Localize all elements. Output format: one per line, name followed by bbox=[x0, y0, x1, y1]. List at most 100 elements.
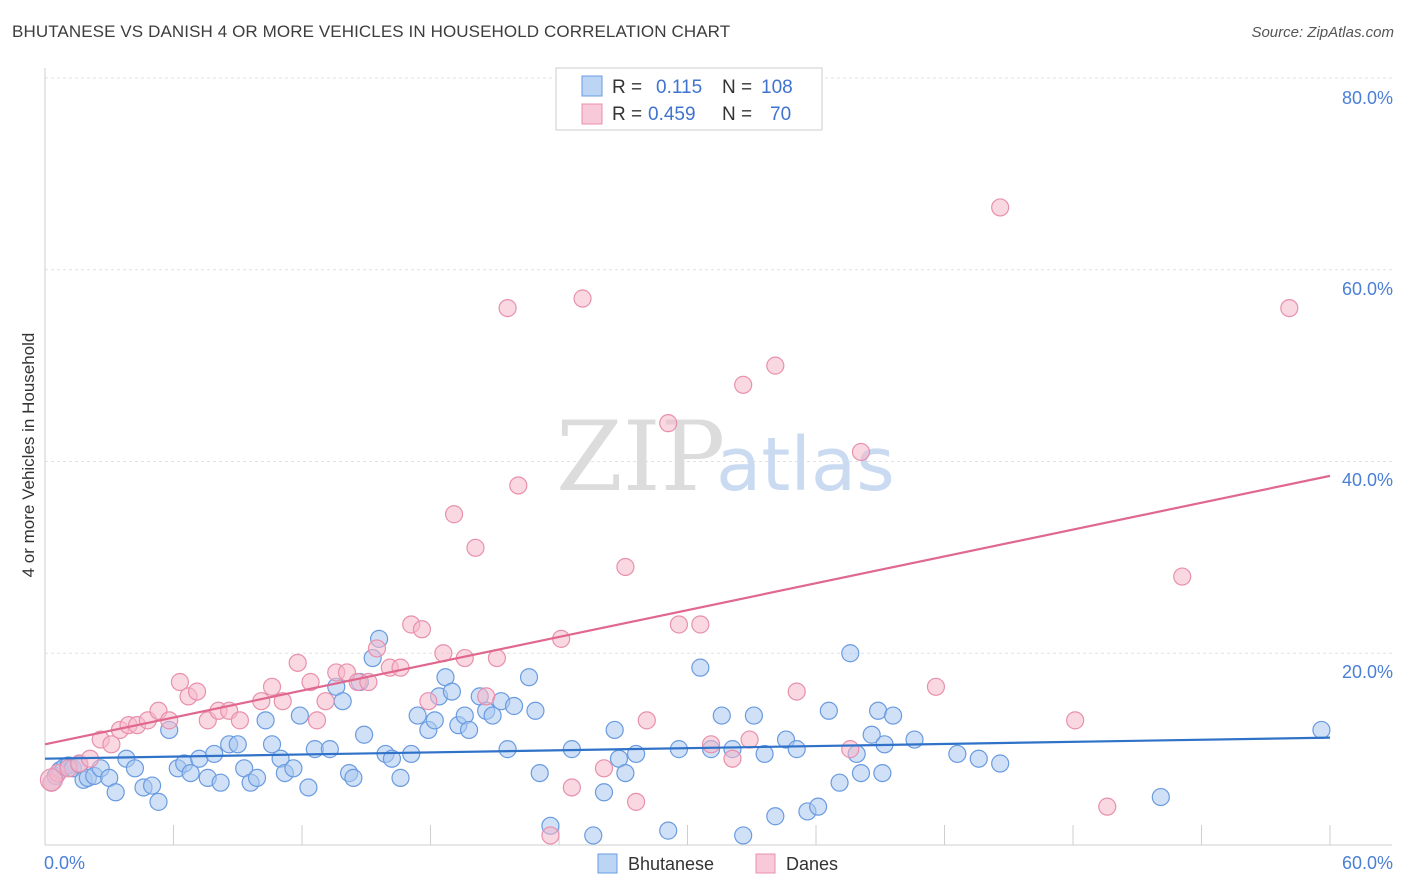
y-tick-label-0: 20.0% bbox=[1342, 662, 1393, 682]
point-bhutanese-25 bbox=[211, 773, 230, 792]
point-bhutanese-85 bbox=[744, 706, 763, 725]
point-danes-24 bbox=[301, 672, 320, 692]
point-bhutanese-63 bbox=[483, 706, 502, 725]
point-bhutanese-41 bbox=[333, 692, 352, 711]
point-bhutanese-51 bbox=[402, 744, 421, 764]
chart-title: BHUTANESE VS DANISH 4 OR MORE VEHICLES I… bbox=[12, 22, 731, 41]
point-bhutanese-106 bbox=[1312, 720, 1331, 740]
point-bhutanese-68 bbox=[526, 701, 545, 720]
point-bhutanese-50 bbox=[391, 768, 410, 787]
point-danes-41 bbox=[477, 687, 496, 706]
point-bhutanese-99 bbox=[873, 763, 892, 783]
point-bhutanese-86 bbox=[755, 744, 774, 764]
point-bhutanese-89 bbox=[787, 740, 806, 759]
point-bhutanese-82 bbox=[712, 706, 731, 725]
point-danes-51 bbox=[626, 792, 646, 811]
point-bhutanese-43 bbox=[344, 768, 363, 787]
legend-swatch-bhutanese bbox=[581, 75, 603, 97]
point-bhutanese-72 bbox=[584, 826, 603, 845]
bottom-legend-swatch-bhutanese bbox=[597, 853, 618, 874]
point-danes-31 bbox=[367, 639, 387, 658]
point-danes-48 bbox=[573, 289, 592, 308]
point-danes-65 bbox=[1066, 711, 1085, 730]
point-danes-60 bbox=[787, 682, 806, 701]
point-danes-58 bbox=[734, 375, 753, 394]
point-danes-54 bbox=[669, 615, 689, 634]
point-bhutanese-49 bbox=[382, 749, 402, 768]
point-danes-56 bbox=[701, 735, 721, 754]
point-danes-64 bbox=[991, 198, 1010, 217]
point-danes-40 bbox=[466, 538, 485, 557]
legend-r-label-danes: R = bbox=[612, 104, 642, 125]
point-bhutanese-104 bbox=[991, 754, 1010, 773]
point-bhutanese-94 bbox=[841, 644, 860, 663]
legend-r-value-danes: 0.459 bbox=[648, 104, 696, 125]
point-bhutanese-66 bbox=[504, 696, 524, 716]
point-danes-43 bbox=[498, 299, 517, 318]
point-bhutanese-96 bbox=[851, 763, 871, 783]
point-danes-6 bbox=[102, 735, 121, 754]
point-danes-62 bbox=[851, 442, 871, 462]
point-danes-38 bbox=[444, 505, 464, 524]
point-danes-57 bbox=[723, 749, 742, 768]
point-bhutanese-105 bbox=[1151, 787, 1170, 807]
point-bhutanese-80 bbox=[691, 658, 710, 677]
bottom-legend-label-danes: Danes bbox=[786, 854, 838, 874]
y-tick-label-2: 60.0% bbox=[1342, 279, 1393, 299]
point-danes-44 bbox=[509, 476, 528, 495]
point-danes-15 bbox=[187, 682, 207, 701]
point-bhutanese-52 bbox=[408, 706, 427, 725]
legend-r-value-bhutanese: 0.115 bbox=[656, 77, 702, 98]
point-bhutanese-102 bbox=[948, 744, 967, 764]
point-cluster-origin bbox=[39, 768, 64, 792]
point-bhutanese-74 bbox=[605, 720, 624, 740]
point-bhutanese-21 bbox=[181, 763, 200, 783]
point-danes-25 bbox=[307, 711, 327, 730]
y-tick-label-1: 40.0% bbox=[1342, 470, 1393, 490]
legend-n-value-danes: 70 bbox=[770, 104, 791, 125]
point-bhutanese-73 bbox=[594, 783, 614, 802]
point-bhutanese-31 bbox=[256, 711, 275, 730]
point-danes-68 bbox=[1280, 299, 1299, 318]
x-tick-label-1: 60.0% bbox=[1342, 853, 1393, 873]
point-danes-26 bbox=[316, 692, 335, 711]
x-tick-label-0: 0.0% bbox=[44, 853, 85, 873]
point-bhutanese-65 bbox=[498, 740, 517, 759]
point-bhutanese-76 bbox=[616, 763, 635, 783]
point-bhutanese-57 bbox=[442, 682, 462, 701]
point-bhutanese-54 bbox=[425, 711, 444, 730]
point-danes-49 bbox=[594, 759, 614, 778]
point-danes-36 bbox=[419, 692, 438, 711]
point-danes-33 bbox=[391, 658, 410, 677]
point-danes-45 bbox=[541, 826, 560, 845]
point-danes-67 bbox=[1173, 567, 1192, 586]
point-bhutanese-69 bbox=[530, 763, 549, 783]
legend-r-label-bhutanese: R = bbox=[612, 77, 642, 98]
watermark-atlas: atlas bbox=[716, 422, 895, 508]
point-bhutanese-16 bbox=[142, 776, 162, 795]
point-danes-66 bbox=[1098, 797, 1117, 816]
tick-labels: 20.0% 40.0% 60.0% 80.0% 0.0% 60.0% bbox=[44, 88, 1393, 873]
point-danes-23 bbox=[288, 653, 307, 672]
point-danes-13 bbox=[170, 672, 190, 692]
point-bhutanese-92 bbox=[819, 701, 838, 720]
point-danes-19 bbox=[230, 711, 249, 730]
point-bhutanese-24 bbox=[205, 744, 224, 764]
point-danes-61 bbox=[841, 740, 860, 759]
gridlines bbox=[45, 77, 1392, 654]
trend-lines bbox=[44, 474, 1331, 760]
point-bhutanese-67 bbox=[519, 668, 539, 687]
point-bhutanese-93 bbox=[830, 773, 849, 792]
point-bhutanese-78 bbox=[659, 821, 678, 840]
point-bhutanese-97 bbox=[862, 725, 881, 744]
point-bhutanese-45 bbox=[355, 725, 374, 744]
point-danes-50 bbox=[616, 557, 635, 577]
point-danes-69 bbox=[740, 730, 759, 749]
source-credit: Source: ZipAtlas.com bbox=[1251, 24, 1394, 41]
trend-line-bhutanese bbox=[44, 736, 1331, 760]
point-danes-55 bbox=[691, 615, 710, 634]
point-bhutanese-32 bbox=[262, 735, 282, 754]
point-danes-21 bbox=[262, 677, 282, 696]
point-bhutanese-30 bbox=[247, 768, 267, 787]
